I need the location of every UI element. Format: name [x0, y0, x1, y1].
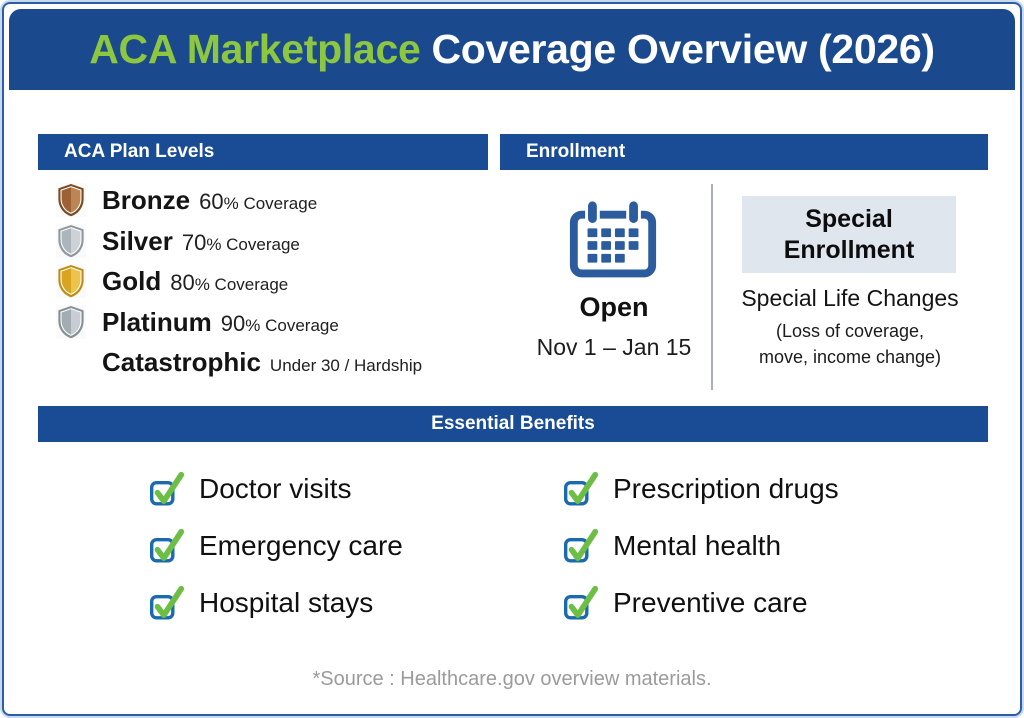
- plan-suffix: Under 30 / Hardship: [269, 356, 423, 376]
- bronze-shield-icon: [56, 183, 86, 218]
- plan-icon-spacer: [56, 346, 86, 380]
- plan-suffix: % Coverage: [223, 194, 318, 213]
- plan-name: Gold: [102, 266, 162, 297]
- benefit-label: Doctor visits: [199, 472, 352, 504]
- plan-value: 70: [181, 229, 207, 255]
- plan-suffix: % Coverage: [194, 275, 289, 295]
- plan-row-platinum: Platinum 90 % Coverage: [56, 302, 422, 343]
- section-header-enrollment: Enrollment: [500, 134, 988, 170]
- benefit-item: Emergency care: [148, 527, 403, 564]
- benefit-item: Hospital stays: [148, 584, 403, 621]
- benefits-column-left: Doctor visits Emergency care Hospital st…: [148, 470, 403, 621]
- section-header-plan-levels: ACA Plan Levels: [38, 134, 488, 170]
- checkbox-check-icon: [148, 527, 186, 565]
- checkbox-check-icon: [562, 470, 600, 508]
- special-note-line2: move, income change): [758, 346, 942, 367]
- benefit-label: Emergency care: [199, 529, 403, 561]
- plan-value: 60: [199, 189, 224, 214]
- plan-name: Platinum: [102, 306, 212, 337]
- gold-shield-icon: [56, 264, 86, 299]
- checkbox-check-icon: [148, 470, 186, 508]
- special-enrollment-box: Special Enrollment: [742, 196, 956, 273]
- platinum-shield-icon: [56, 305, 86, 340]
- source-note: *Source : Healthcare.gov overview materi…: [312, 668, 712, 690]
- checkbox-check-icon: [562, 584, 600, 622]
- plan-row-gold: Gold 80 % Coverage: [56, 261, 422, 302]
- calendar-icon: [566, 198, 660, 282]
- benefit-label: Mental health: [613, 529, 782, 561]
- plan-suffix: % Coverage: [206, 234, 300, 254]
- benefit-item: Doctor visits: [148, 470, 403, 507]
- checkbox-check-icon: [148, 584, 186, 622]
- enrollment-divider: [711, 184, 713, 390]
- plan-suffix: % Coverage: [245, 315, 339, 335]
- plan-value: 90: [220, 310, 246, 336]
- plan-name: Bronze: [102, 185, 191, 215]
- special-life-changes-label: Special Life Changes: [741, 285, 959, 311]
- plan-row-bronze: Bronze 60 % Coverage: [56, 180, 422, 221]
- benefit-label: Prescription drugs: [613, 472, 839, 504]
- benefits-column-right: Prescription drugs Mental health Prevent…: [562, 470, 839, 621]
- section-header-essential-benefits: Essential Benefits: [38, 406, 988, 442]
- special-note-line1: (Loss of coverage,: [775, 321, 925, 341]
- benefit-label: Hospital stays: [199, 586, 374, 618]
- open-enrollment-label: Open: [579, 292, 649, 322]
- plan-name: Silver: [102, 225, 173, 256]
- silver-shield-icon: [56, 223, 86, 258]
- title-highlight: ACA Marketplace: [89, 26, 421, 72]
- benefit-item: Prescription drugs: [562, 470, 839, 507]
- plan-row-catastrophic: Catastrophic Under 30 / Hardship: [56, 342, 422, 383]
- special-enrollment-details: Special Life Changes (Loss of coverage, …: [708, 285, 992, 370]
- open-enrollment-dates: Nov 1 – Jan 15: [536, 334, 692, 360]
- benefit-item: Preventive care: [562, 584, 839, 621]
- benefit-item: Mental health: [562, 527, 839, 564]
- plan-row-silver: Silver 70 % Coverage: [56, 221, 422, 262]
- title-banner: ACA Marketplace Coverage Overview (2026): [9, 9, 1015, 90]
- benefit-label: Preventive care: [613, 586, 808, 618]
- plan-levels-list: Bronze 60 % Coverage Silver 70 % Coverag…: [56, 180, 422, 383]
- plan-name: Catastrophic: [102, 347, 261, 378]
- plan-value: 80: [170, 270, 195, 296]
- checkbox-check-icon: [562, 527, 600, 565]
- title-rest: Coverage Overview (2026): [431, 26, 935, 72]
